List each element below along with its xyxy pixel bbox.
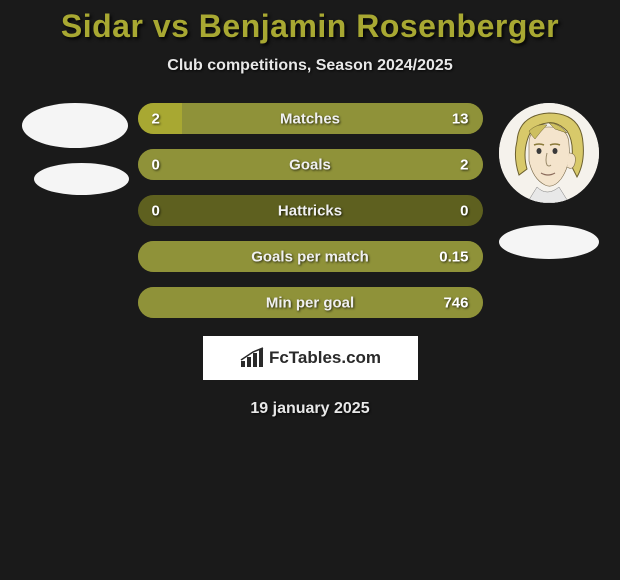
stat-label: Min per goal (266, 294, 354, 311)
stat-label: Goals per match (251, 248, 369, 265)
player-left-column (20, 103, 130, 195)
stat-value-left: 0 (152, 156, 160, 173)
subtitle: Club competitions, Season 2024/2025 (0, 57, 620, 75)
player-right-flag (499, 225, 599, 259)
date-line: 19 january 2025 (0, 400, 620, 418)
stat-label: Matches (280, 110, 340, 127)
avatar-illustration (499, 103, 599, 203)
stats-infographic: Sidar vs Benjamin Rosenberger Club compe… (0, 0, 620, 418)
stat-bar: 0.15 Goals per match (138, 241, 483, 272)
stat-value-left: 2 (152, 110, 160, 127)
stat-bar: 746 Min per goal (138, 287, 483, 318)
stat-bar: 0 2 Goals (138, 149, 483, 180)
player-right-column (491, 103, 601, 259)
logo-text: FcTables.com (269, 348, 381, 368)
stat-fill-left (138, 103, 183, 134)
stats-column: 2 13 Matches 0 2 Goals 0 0 Hattricks 0.15 Goals pe… (138, 103, 483, 318)
bars-icon (239, 347, 265, 369)
page-title: Sidar vs Benjamin Rosenberger (0, 8, 620, 45)
stat-value-right: 746 (443, 294, 468, 311)
player-left-flag (34, 163, 129, 195)
source-logo: FcTables.com (203, 336, 418, 380)
stat-value-right: 0.15 (439, 248, 468, 265)
stat-bar: 0 0 Hattricks (138, 195, 483, 226)
stat-label: Goals (289, 156, 331, 173)
comparison-row: 2 13 Matches 0 2 Goals 0 0 Hattricks 0.15 Goals pe… (0, 103, 620, 318)
stat-bar: 2 13 Matches (138, 103, 483, 134)
stat-value-right: 0 (460, 202, 468, 219)
stat-label: Hattricks (278, 202, 342, 219)
player-right-avatar (499, 103, 599, 203)
player-left-avatar (22, 103, 128, 148)
stat-value-left: 0 (152, 202, 160, 219)
stat-value-right: 2 (460, 156, 468, 173)
stat-value-right: 13 (452, 110, 469, 127)
